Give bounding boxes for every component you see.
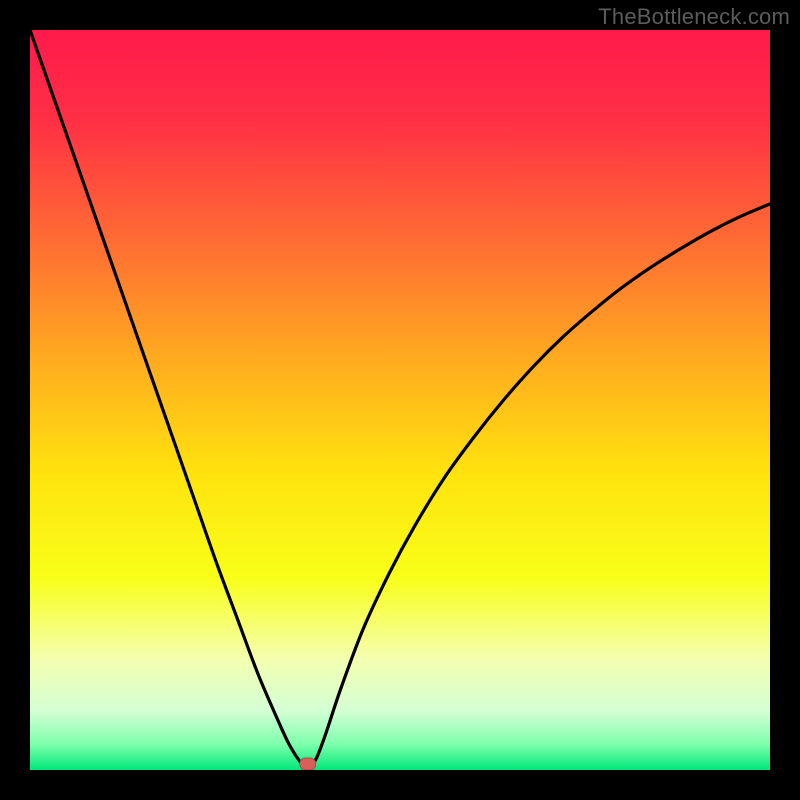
bottleneck-curve	[30, 30, 770, 770]
chart-frame: TheBottleneck.com	[0, 0, 800, 800]
plot-area	[30, 30, 770, 770]
watermark-text: TheBottleneck.com	[598, 4, 790, 30]
optimum-marker	[299, 758, 317, 770]
